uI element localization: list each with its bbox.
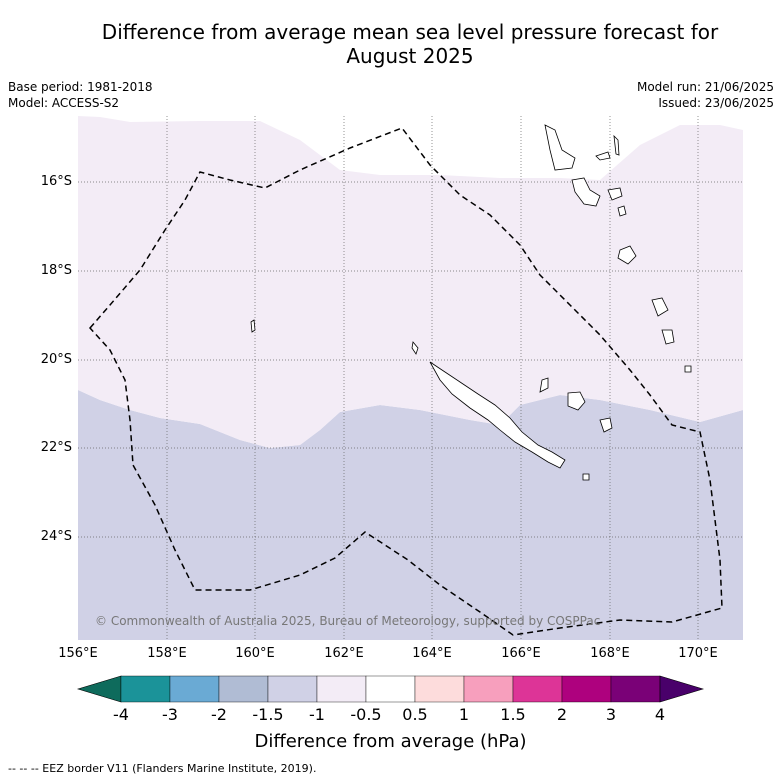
colorbar-tick: 2: [556, 705, 568, 724]
colorbar-segment: [561, 675, 612, 703]
graticule: [78, 116, 743, 640]
colorbar-segment: [512, 675, 563, 703]
ouvea-island: [539, 377, 549, 393]
colorbar-segment: [316, 675, 367, 703]
tanna-island: [661, 329, 675, 345]
eez-footnote: -- -- -- EEZ border V11 (Flanders Marine…: [8, 762, 317, 775]
belep-islet: [411, 341, 419, 355]
zone-moderate-negative: [78, 390, 743, 640]
meta-right: Model run: 21/06/2025 Issued: 23/06/2025: [637, 79, 774, 111]
colorbar-segment: [463, 675, 514, 703]
malekula-island: [571, 177, 601, 207]
colorbar-segment: [365, 675, 416, 703]
colorbar: [76, 675, 705, 703]
colorbar-segment: [120, 675, 171, 703]
colorbar-segment: [414, 675, 465, 703]
lat-label-16s: 16°S: [40, 174, 72, 189]
efate-island: [617, 245, 637, 265]
espiritu-santo-island: [544, 124, 576, 171]
lon-label-160e: 160°E: [235, 646, 275, 661]
pentecost-island: [607, 187, 623, 201]
model-run: Model run: 21/06/2025: [636, 80, 774, 94]
colorbar-tick: 4: [654, 705, 666, 724]
issued-date: Issued: 23/06/2025: [658, 96, 774, 110]
lat-label-24s: 24°S: [40, 529, 72, 544]
lon-label-166e: 166°E: [501, 646, 541, 661]
lon-label-156e: 156°E: [58, 646, 98, 661]
maewo-island: [613, 134, 620, 156]
title-line-2: August 2025: [346, 44, 474, 68]
colorbar-tick: 1.5: [500, 705, 526, 724]
colorbar-segment: [169, 675, 220, 703]
base-period: Base period: 1981-2018: [8, 80, 153, 94]
lon-label-168e: 168°E: [590, 646, 630, 661]
model-name: Model: ACCESS-S2: [8, 96, 120, 110]
colorbar-tick: -4: [113, 705, 129, 724]
colorbar-extend-low: [76, 675, 122, 703]
colorbar-segment: [267, 675, 318, 703]
colorbar-tick: -1.5: [252, 705, 284, 724]
map-title: Difference from average mean sea level p…: [60, 20, 760, 68]
aneityum-island: [684, 365, 692, 373]
vanuatu-islands: [544, 124, 692, 373]
lat-label-20s: 20°S: [40, 352, 72, 367]
lat-label-22s: 22°S: [40, 440, 72, 455]
colorbar-tick: 3: [605, 705, 617, 724]
lifou-island: [567, 391, 586, 411]
zone-weak-negative: [78, 116, 743, 448]
copyright-notice: © Commonwealth of Australia 2025, Bureau…: [95, 614, 601, 628]
colorbar-extend-high: [659, 675, 705, 703]
lon-label-164e: 164°E: [412, 646, 452, 661]
colorbar-segment: [218, 675, 269, 703]
eez-border: [88, 127, 723, 636]
colorbar-title: Difference from average (hPa): [254, 731, 527, 752]
lat-label-18s: 18°S: [40, 263, 72, 278]
lon-label-170e: 170°E: [678, 646, 718, 661]
mare-island: [599, 417, 613, 433]
colorbar-tick: -1: [309, 705, 325, 724]
isle-of-pines: [582, 473, 590, 481]
lon-label-158e: 158°E: [147, 646, 187, 661]
lon-label-162e: 162°E: [324, 646, 364, 661]
chesterfield-islet: [250, 319, 256, 333]
colorbar-tick: 1: [458, 705, 470, 724]
colorbar-tick: 0.5: [402, 705, 428, 724]
epi-island: [617, 205, 627, 217]
erromango-island: [651, 297, 669, 317]
colorbar-segment: [610, 675, 661, 703]
ambae-island: [595, 151, 611, 161]
colorbar-tick: -2: [211, 705, 227, 724]
title-line-1: Difference from average mean sea level p…: [101, 20, 719, 44]
colorbar-tick: -3: [162, 705, 178, 724]
colorbar-tick: -0.5: [350, 705, 382, 724]
meta-left: Base period: 1981-2018 Model: ACCESS-S2: [8, 79, 153, 111]
new-caledonia-island: [429, 361, 566, 469]
